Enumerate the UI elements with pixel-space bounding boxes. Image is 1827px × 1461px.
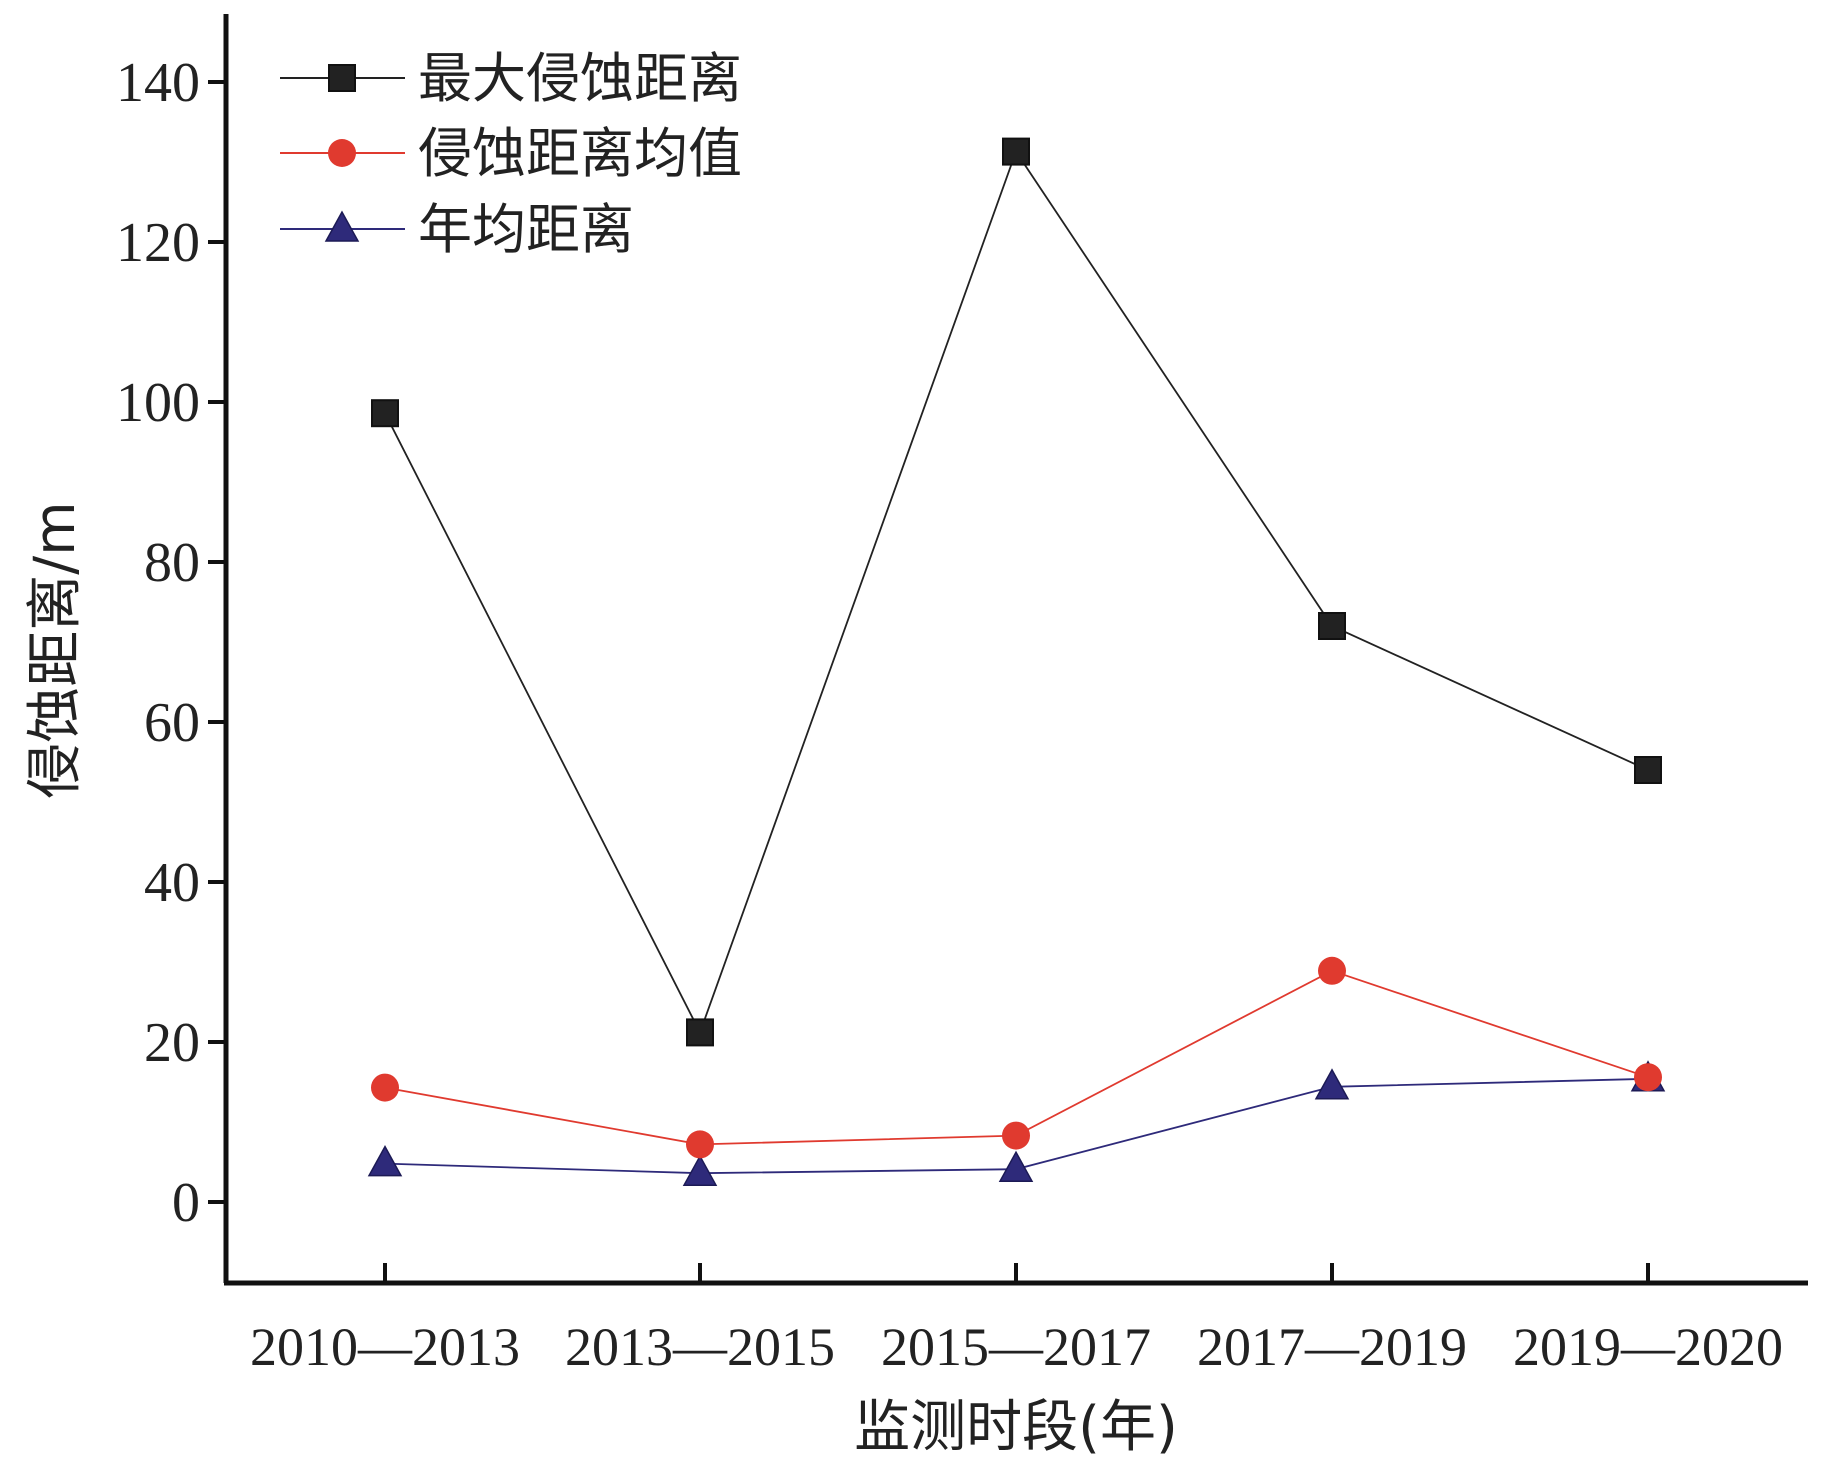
y-tick-label: 60 (144, 692, 200, 754)
series-layer (367, 137, 1666, 1186)
data-point (1002, 1121, 1030, 1150)
legend-item: 年均距离 (280, 198, 634, 261)
legend-label: 年均距离 (418, 198, 634, 261)
x-tick-label: 2019—2020 (1513, 1317, 1783, 1377)
data-point (686, 1018, 714, 1047)
data-point (682, 1154, 718, 1186)
y-tick-label: 20 (144, 1012, 200, 1074)
y-tick-label: 140 (116, 52, 200, 114)
data-point (686, 1130, 714, 1159)
series-line (384, 149, 1649, 1035)
data-point (1002, 137, 1030, 166)
x-tick-label: 2017—2019 (1197, 1317, 1467, 1377)
data-point (1318, 612, 1346, 640)
legend-marker (328, 64, 356, 92)
legend-marker (328, 139, 356, 167)
y-tick-label: 120 (116, 212, 200, 274)
y-tick-label: 100 (116, 372, 200, 434)
data-point (1314, 1068, 1350, 1100)
legend-item: 侵蚀距离均值 (280, 122, 742, 185)
data-point (998, 1150, 1034, 1182)
data-point (1634, 1063, 1662, 1092)
series-1 (371, 956, 1662, 1159)
y-tick-label: 0 (172, 1172, 200, 1234)
x-tick-label: 2015—2017 (881, 1317, 1151, 1377)
legend-marker (324, 210, 360, 242)
y-tick-label: 40 (144, 852, 200, 914)
legend-item: 最大侵蚀距离 (280, 47, 742, 110)
x-tick-label: 2010—2013 (250, 1317, 520, 1377)
x-tick-label: 2013—2015 (565, 1317, 835, 1377)
legend-label: 侵蚀距离均值 (418, 122, 742, 185)
y-tick-label: 80 (144, 532, 200, 594)
x-axis-title: 监测时段(年) (854, 1395, 1178, 1460)
axes: 0 20 40 60 80 100 120 140 2010—2013 2013—2015 2015… (116, 14, 1808, 1377)
data-point (371, 1073, 399, 1102)
data-point (1634, 756, 1662, 784)
series-0 (371, 137, 1662, 1047)
data-point (1318, 956, 1346, 985)
y-axis-title: 侵蚀距离/m (23, 501, 88, 798)
legend-label: 最大侵蚀距离 (418, 47, 742, 110)
data-point (367, 1145, 403, 1177)
data-point (371, 399, 399, 428)
series-line (384, 969, 1649, 1146)
